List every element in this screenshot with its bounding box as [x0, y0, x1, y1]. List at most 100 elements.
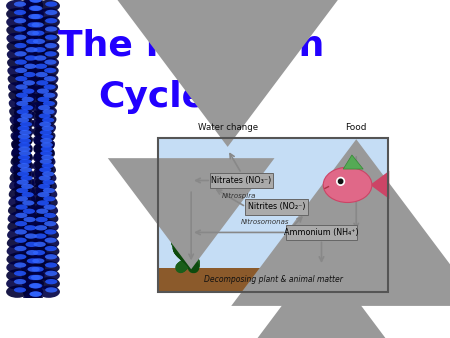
Ellipse shape — [33, 148, 54, 162]
Ellipse shape — [16, 206, 37, 221]
Ellipse shape — [15, 86, 36, 100]
Ellipse shape — [21, 105, 33, 110]
Ellipse shape — [34, 55, 46, 61]
Ellipse shape — [37, 286, 60, 298]
Ellipse shape — [40, 151, 52, 156]
Ellipse shape — [41, 155, 54, 160]
Ellipse shape — [323, 167, 372, 202]
Ellipse shape — [14, 172, 35, 187]
Ellipse shape — [37, 261, 60, 273]
Ellipse shape — [14, 238, 27, 243]
Ellipse shape — [26, 27, 46, 43]
Ellipse shape — [36, 186, 57, 199]
Ellipse shape — [12, 136, 33, 150]
Ellipse shape — [12, 148, 33, 162]
Ellipse shape — [38, 184, 50, 189]
Ellipse shape — [14, 271, 26, 276]
Ellipse shape — [37, 89, 49, 94]
Ellipse shape — [19, 151, 31, 156]
Ellipse shape — [21, 263, 41, 279]
Ellipse shape — [17, 109, 29, 115]
Ellipse shape — [14, 26, 26, 32]
Ellipse shape — [36, 80, 49, 86]
Ellipse shape — [14, 51, 27, 56]
Ellipse shape — [9, 169, 32, 183]
Ellipse shape — [10, 161, 32, 174]
Ellipse shape — [14, 181, 35, 196]
Ellipse shape — [27, 267, 40, 272]
FancyBboxPatch shape — [286, 224, 357, 240]
Ellipse shape — [27, 52, 48, 68]
Ellipse shape — [15, 221, 27, 226]
Ellipse shape — [20, 255, 40, 270]
Ellipse shape — [24, 64, 36, 69]
Ellipse shape — [32, 119, 53, 133]
Text: Nitrosomonas: Nitrosomonas — [241, 219, 289, 225]
Ellipse shape — [9, 107, 31, 120]
Ellipse shape — [16, 77, 37, 92]
Ellipse shape — [23, 288, 43, 304]
Ellipse shape — [6, 277, 29, 290]
Text: The Nitrogen: The Nitrogen — [58, 29, 324, 63]
Ellipse shape — [45, 262, 57, 268]
Ellipse shape — [32, 172, 53, 187]
Ellipse shape — [23, 72, 36, 77]
Ellipse shape — [18, 134, 30, 139]
Ellipse shape — [42, 163, 54, 168]
Ellipse shape — [36, 217, 48, 222]
Ellipse shape — [6, 8, 29, 20]
Ellipse shape — [22, 10, 42, 26]
Ellipse shape — [10, 131, 32, 145]
Ellipse shape — [42, 109, 54, 115]
Text: Nitrates (NO₃⁻): Nitrates (NO₃⁻) — [212, 176, 272, 185]
Ellipse shape — [36, 202, 58, 215]
Ellipse shape — [12, 156, 33, 170]
Ellipse shape — [45, 1, 57, 7]
Ellipse shape — [34, 161, 56, 174]
Ellipse shape — [16, 84, 28, 90]
Ellipse shape — [35, 64, 47, 69]
Ellipse shape — [37, 33, 59, 45]
Ellipse shape — [24, 10, 45, 26]
Ellipse shape — [37, 25, 60, 37]
Ellipse shape — [29, 77, 50, 92]
Ellipse shape — [32, 258, 45, 264]
Ellipse shape — [27, 258, 39, 264]
Ellipse shape — [45, 229, 57, 235]
Ellipse shape — [30, 283, 42, 288]
Ellipse shape — [23, 0, 43, 9]
Ellipse shape — [25, 19, 45, 34]
Ellipse shape — [35, 115, 56, 129]
Ellipse shape — [33, 136, 54, 150]
Ellipse shape — [29, 214, 50, 229]
Ellipse shape — [28, 275, 40, 280]
Ellipse shape — [22, 271, 42, 287]
Ellipse shape — [32, 111, 53, 125]
Ellipse shape — [44, 204, 56, 210]
Ellipse shape — [14, 287, 26, 293]
Ellipse shape — [44, 68, 56, 73]
Ellipse shape — [37, 236, 59, 248]
Text: Cycle: Cycle — [98, 80, 206, 114]
Ellipse shape — [26, 35, 47, 51]
Ellipse shape — [18, 52, 39, 68]
Ellipse shape — [7, 49, 29, 62]
Ellipse shape — [23, 280, 44, 295]
Ellipse shape — [40, 159, 52, 164]
Ellipse shape — [37, 269, 60, 281]
Ellipse shape — [10, 123, 32, 137]
Ellipse shape — [37, 41, 59, 54]
Ellipse shape — [19, 138, 31, 143]
Ellipse shape — [17, 118, 29, 123]
Ellipse shape — [14, 18, 26, 23]
Ellipse shape — [20, 175, 33, 181]
Ellipse shape — [26, 242, 38, 247]
Ellipse shape — [18, 155, 30, 160]
Ellipse shape — [26, 255, 46, 270]
Text: Nitrites (NO₂⁻): Nitrites (NO₂⁻) — [248, 202, 305, 211]
Ellipse shape — [32, 127, 54, 142]
Ellipse shape — [15, 229, 27, 235]
Ellipse shape — [43, 196, 55, 201]
Ellipse shape — [28, 61, 49, 76]
Ellipse shape — [33, 39, 45, 44]
